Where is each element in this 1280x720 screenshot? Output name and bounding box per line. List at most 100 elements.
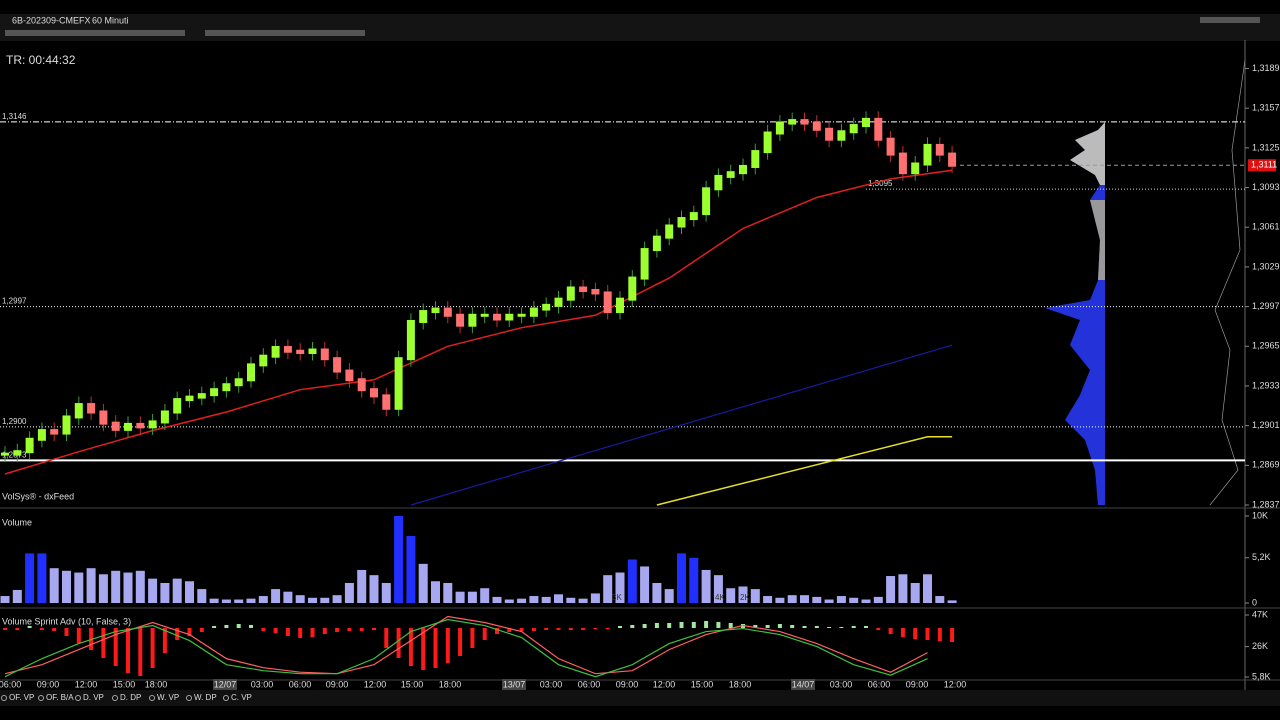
tab-radio[interactable] — [75, 695, 81, 701]
histogram-bar — [864, 626, 868, 628]
histogram-bar — [224, 625, 229, 628]
histogram-bar — [310, 628, 315, 637]
toolbar-icons[interactable] — [5, 17, 1260, 36]
volume-bar — [246, 598, 256, 603]
histogram-bar — [888, 628, 893, 634]
volume-bar — [431, 581, 440, 603]
x-tick-label: 18:00 — [145, 679, 168, 689]
histogram-bar — [52, 628, 57, 631]
candle — [197, 393, 206, 399]
tab[interactable]: C. VP — [231, 693, 252, 702]
histogram-bar — [913, 628, 918, 639]
volume-bar — [283, 591, 293, 603]
volume-profile — [1045, 122, 1105, 505]
volume-bar — [775, 597, 785, 603]
histogram-bar — [384, 628, 389, 648]
volume-bar — [935, 596, 945, 603]
candle — [849, 124, 858, 134]
histogram-bar — [347, 628, 352, 631]
tab[interactable]: OF. B/A — [46, 693, 74, 702]
volume-bar — [677, 553, 686, 603]
volume-bar — [49, 568, 59, 603]
tools[interactable] — [5, 30, 185, 36]
tab-radio[interactable] — [1, 695, 7, 701]
histogram-bar — [101, 628, 106, 658]
histogram-bar — [790, 625, 795, 628]
histogram-bar — [925, 628, 930, 640]
y-tick-label: 1,3093 — [1252, 182, 1280, 192]
volume-bar — [221, 599, 231, 603]
volume-bar — [590, 593, 600, 603]
candle — [739, 164, 747, 175]
volume-bar — [923, 574, 932, 603]
histogram-bar — [765, 625, 770, 628]
level-label: 1,2900 — [2, 417, 27, 426]
x-tick-label: 06:00 — [0, 679, 21, 689]
candle — [493, 313, 501, 321]
volume-bar — [344, 582, 354, 603]
candle — [382, 394, 391, 410]
histogram-bar — [273, 628, 278, 633]
histogram-bar — [618, 626, 622, 628]
volume-bar — [86, 568, 96, 603]
histogram-bar — [285, 628, 290, 636]
histogram-bar — [396, 628, 401, 658]
candle — [886, 137, 895, 156]
tab-radio[interactable] — [223, 695, 229, 701]
tab[interactable]: D. DP — [120, 693, 141, 702]
volume-bar — [480, 588, 490, 603]
tab-radio[interactable] — [149, 695, 155, 701]
tab[interactable]: W. VP — [157, 693, 179, 702]
candle — [517, 313, 526, 317]
volume-bar — [726, 588, 736, 603]
side-profile — [1209, 59, 1246, 506]
histogram-bar — [64, 628, 69, 636]
candle — [283, 346, 292, 353]
histogram-bar — [827, 627, 832, 628]
tab-radio[interactable] — [186, 695, 192, 701]
volume-bar — [74, 572, 84, 603]
x-tick-label: 15:00 — [113, 679, 136, 689]
volume-bar — [554, 594, 563, 603]
x-tick-label: 06:00 — [289, 679, 312, 689]
volume-bar — [148, 578, 158, 603]
level-label: 1,2997 — [2, 297, 27, 306]
histogram-bar — [950, 628, 955, 642]
candle — [763, 131, 772, 154]
volume-bar — [455, 591, 465, 603]
volume-bar — [787, 595, 797, 603]
volume-bar — [800, 595, 809, 603]
tab[interactable]: W. DP — [194, 693, 217, 702]
histogram-bar — [839, 627, 844, 628]
x-tick-label: 12:00 — [653, 679, 676, 689]
candle — [136, 422, 145, 429]
volume-bar — [578, 598, 588, 603]
x-tick-label: 09:00 — [616, 679, 639, 689]
histogram-bar — [76, 628, 81, 643]
candle — [911, 162, 920, 175]
date-box — [213, 679, 237, 690]
tools[interactable] — [205, 30, 365, 36]
volume-bar — [615, 572, 625, 603]
candle — [1, 452, 9, 456]
tab-radio[interactable] — [112, 695, 118, 701]
volume-bar — [418, 563, 428, 603]
volume-annotation: 3K — [612, 593, 622, 602]
tab-radio[interactable] — [38, 695, 44, 701]
x-tick-label: 09:00 — [326, 679, 349, 689]
histogram-bar — [568, 628, 573, 630]
volume-bar — [308, 597, 317, 603]
histogram-bar — [814, 626, 819, 628]
tab[interactable]: D. VP — [83, 693, 104, 702]
source: VolSys® - dxFeed — [2, 491, 74, 501]
x-tick-label: 15:00 — [401, 679, 424, 689]
oscillator-line — [4, 615, 928, 675]
candle — [173, 398, 182, 414]
date-box — [791, 679, 815, 690]
candle — [259, 354, 268, 367]
histogram-bar — [408, 628, 413, 666]
window-buttons[interactable] — [1200, 17, 1260, 23]
tab[interactable]: OF. VP — [9, 693, 34, 702]
